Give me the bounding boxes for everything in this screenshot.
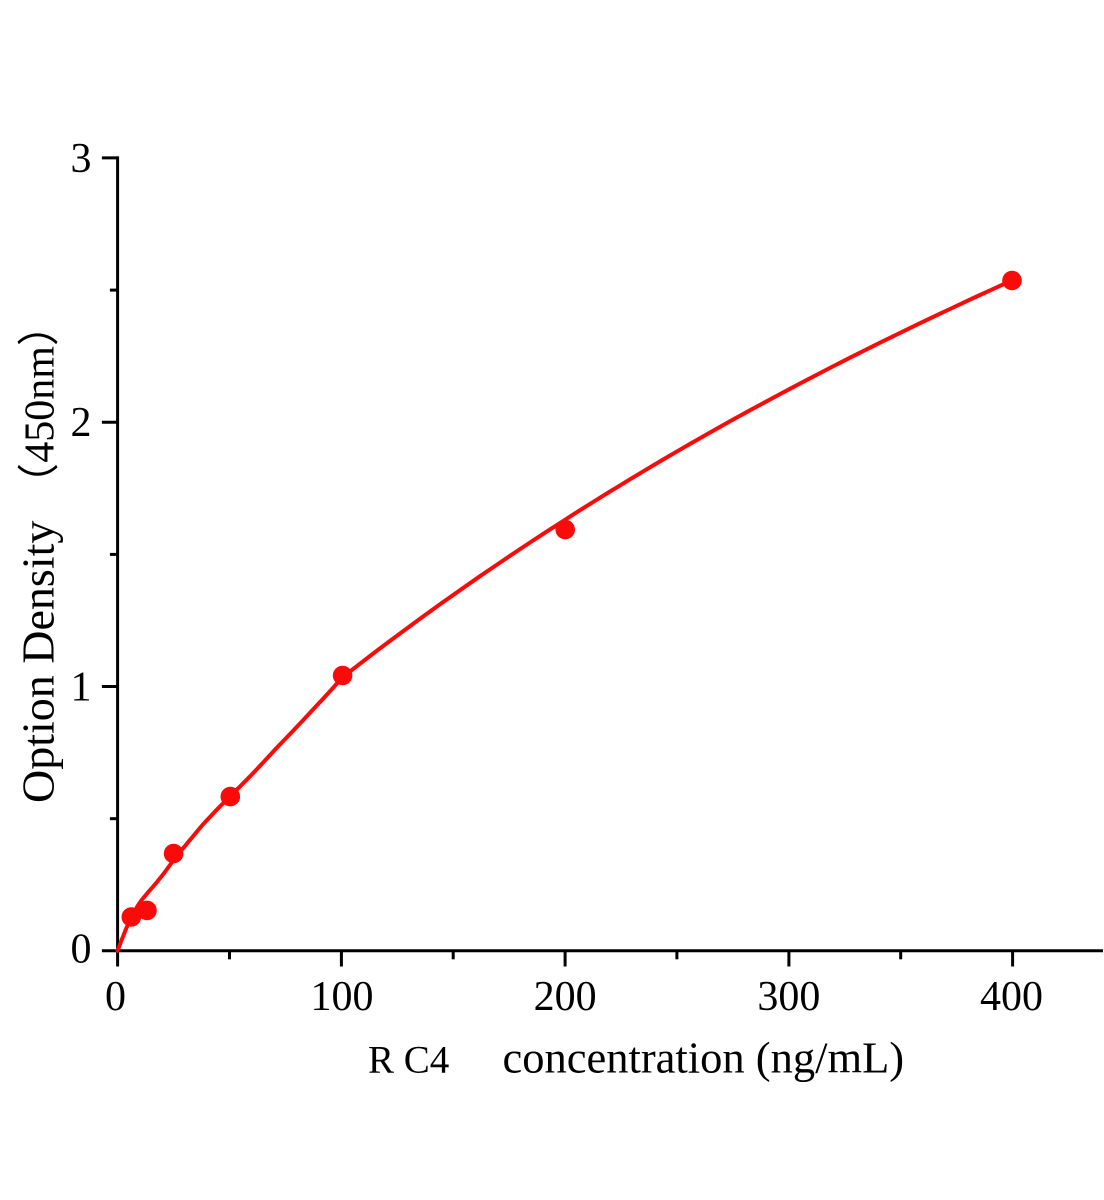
svg-text:R C4: R C4 — [368, 1038, 449, 1081]
svg-text:0: 0 — [71, 927, 92, 973]
svg-text:0: 0 — [105, 974, 126, 1020]
svg-text:concentration (ng/mL): concentration (ng/mL) — [503, 1032, 905, 1082]
svg-text:400: 400 — [980, 974, 1043, 1020]
svg-text:2: 2 — [71, 400, 92, 446]
svg-text:Option Density（450nm）: Option Density（450nm） — [13, 304, 64, 803]
svg-text:3: 3 — [71, 136, 92, 182]
svg-text:1: 1 — [71, 665, 92, 711]
svg-text:300: 300 — [757, 974, 820, 1020]
svg-text:200: 200 — [534, 974, 597, 1020]
svg-text:100: 100 — [311, 974, 374, 1020]
